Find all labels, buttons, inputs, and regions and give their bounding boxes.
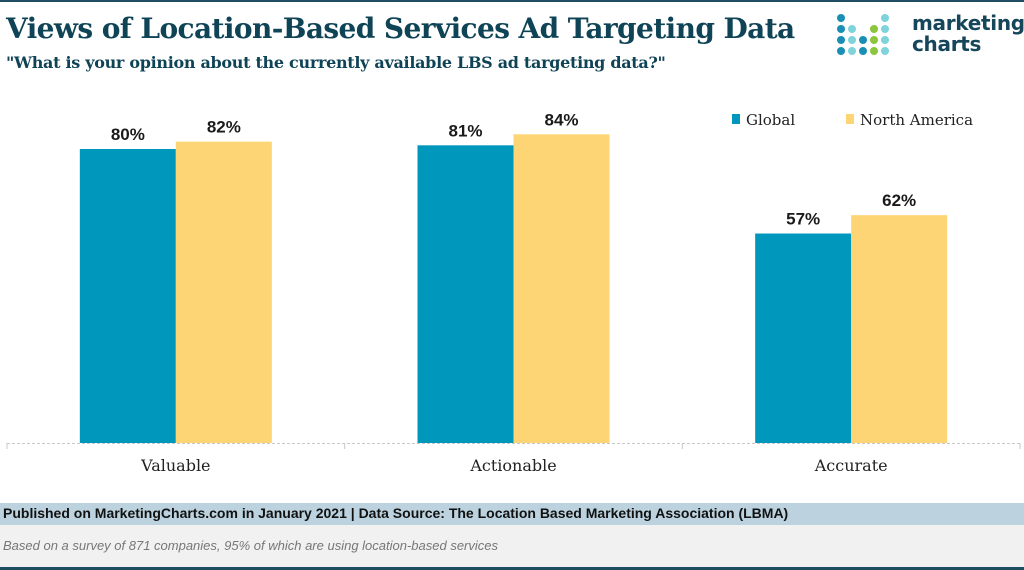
- data-labels: 80% 82% 81% 84% 57% 62%: [111, 110, 916, 228]
- bar-north-america-valuable: [175, 141, 272, 443]
- data-label: 62%: [882, 191, 916, 210]
- bar-north-america-actionable: [513, 134, 610, 444]
- legend: Global North America: [732, 111, 973, 129]
- bar-global-actionable: [417, 145, 514, 443]
- source-bar: Published on MarketingCharts.com in Janu…: [0, 503, 1024, 525]
- bar-north-america-accurate: [851, 215, 948, 443]
- logo-dot: [848, 25, 856, 33]
- logo-text: marketing charts: [912, 13, 1024, 55]
- logo-dot: [870, 25, 878, 33]
- category-label: Valuable: [140, 456, 210, 475]
- logo-dot: [837, 14, 845, 22]
- logo-dot: [859, 47, 867, 55]
- x-axis: [6, 443, 1021, 449]
- data-label: 81%: [448, 121, 482, 140]
- data-label: 57%: [786, 210, 820, 229]
- logo-dot: [870, 47, 878, 55]
- source-text: Published on MarketingCharts.com in Janu…: [3, 505, 789, 521]
- logo-dot: [837, 47, 845, 55]
- bar-chart: 80% 82% 81% 84% 57% 62% Valuable Actionable Acc…: [6, 110, 1021, 475]
- data-label: 84%: [544, 110, 578, 129]
- logo-dot: [881, 36, 889, 44]
- logo-text-line2: charts: [912, 32, 982, 56]
- legend-label: North America: [860, 111, 973, 129]
- logo-dot: [848, 47, 856, 55]
- logo-dot: [881, 47, 889, 55]
- legend-swatch-north-america: [846, 114, 854, 124]
- data-label: 82%: [207, 118, 241, 137]
- survey-note: Based on a survey of 871 companies, 95% …: [3, 538, 499, 553]
- logo-dot: [870, 36, 878, 44]
- logo-dot: [859, 36, 867, 44]
- bars: [79, 134, 948, 444]
- logo-dot: [837, 36, 845, 44]
- chart-subtitle: "What is your opinion about the currentl…: [6, 53, 666, 72]
- legend-swatch-global: [732, 114, 740, 124]
- data-label: 80%: [111, 125, 145, 144]
- logo-text-line1: marketing: [912, 11, 1024, 35]
- category-label: Accurate: [814, 456, 888, 475]
- category-label: Actionable: [469, 456, 556, 475]
- logo-dot: [881, 14, 889, 22]
- logo-dot: [881, 25, 889, 33]
- bar-global-valuable: [79, 149, 176, 443]
- chart-title: Views of Location-Based Services Ad Targ…: [6, 12, 795, 45]
- logo-dot: [848, 36, 856, 44]
- legend-label: Global: [746, 111, 795, 129]
- marketingcharts-logo: marketing charts: [834, 12, 1024, 62]
- category-labels: Valuable Actionable Accurate: [140, 456, 887, 475]
- logo-dot: [837, 25, 845, 33]
- bottom-rule: [0, 567, 1024, 570]
- note-area: Based on a survey of 871 companies, 95% …: [0, 525, 1024, 567]
- bar-global-accurate: [755, 233, 852, 443]
- top-rule: [0, 0, 1024, 2]
